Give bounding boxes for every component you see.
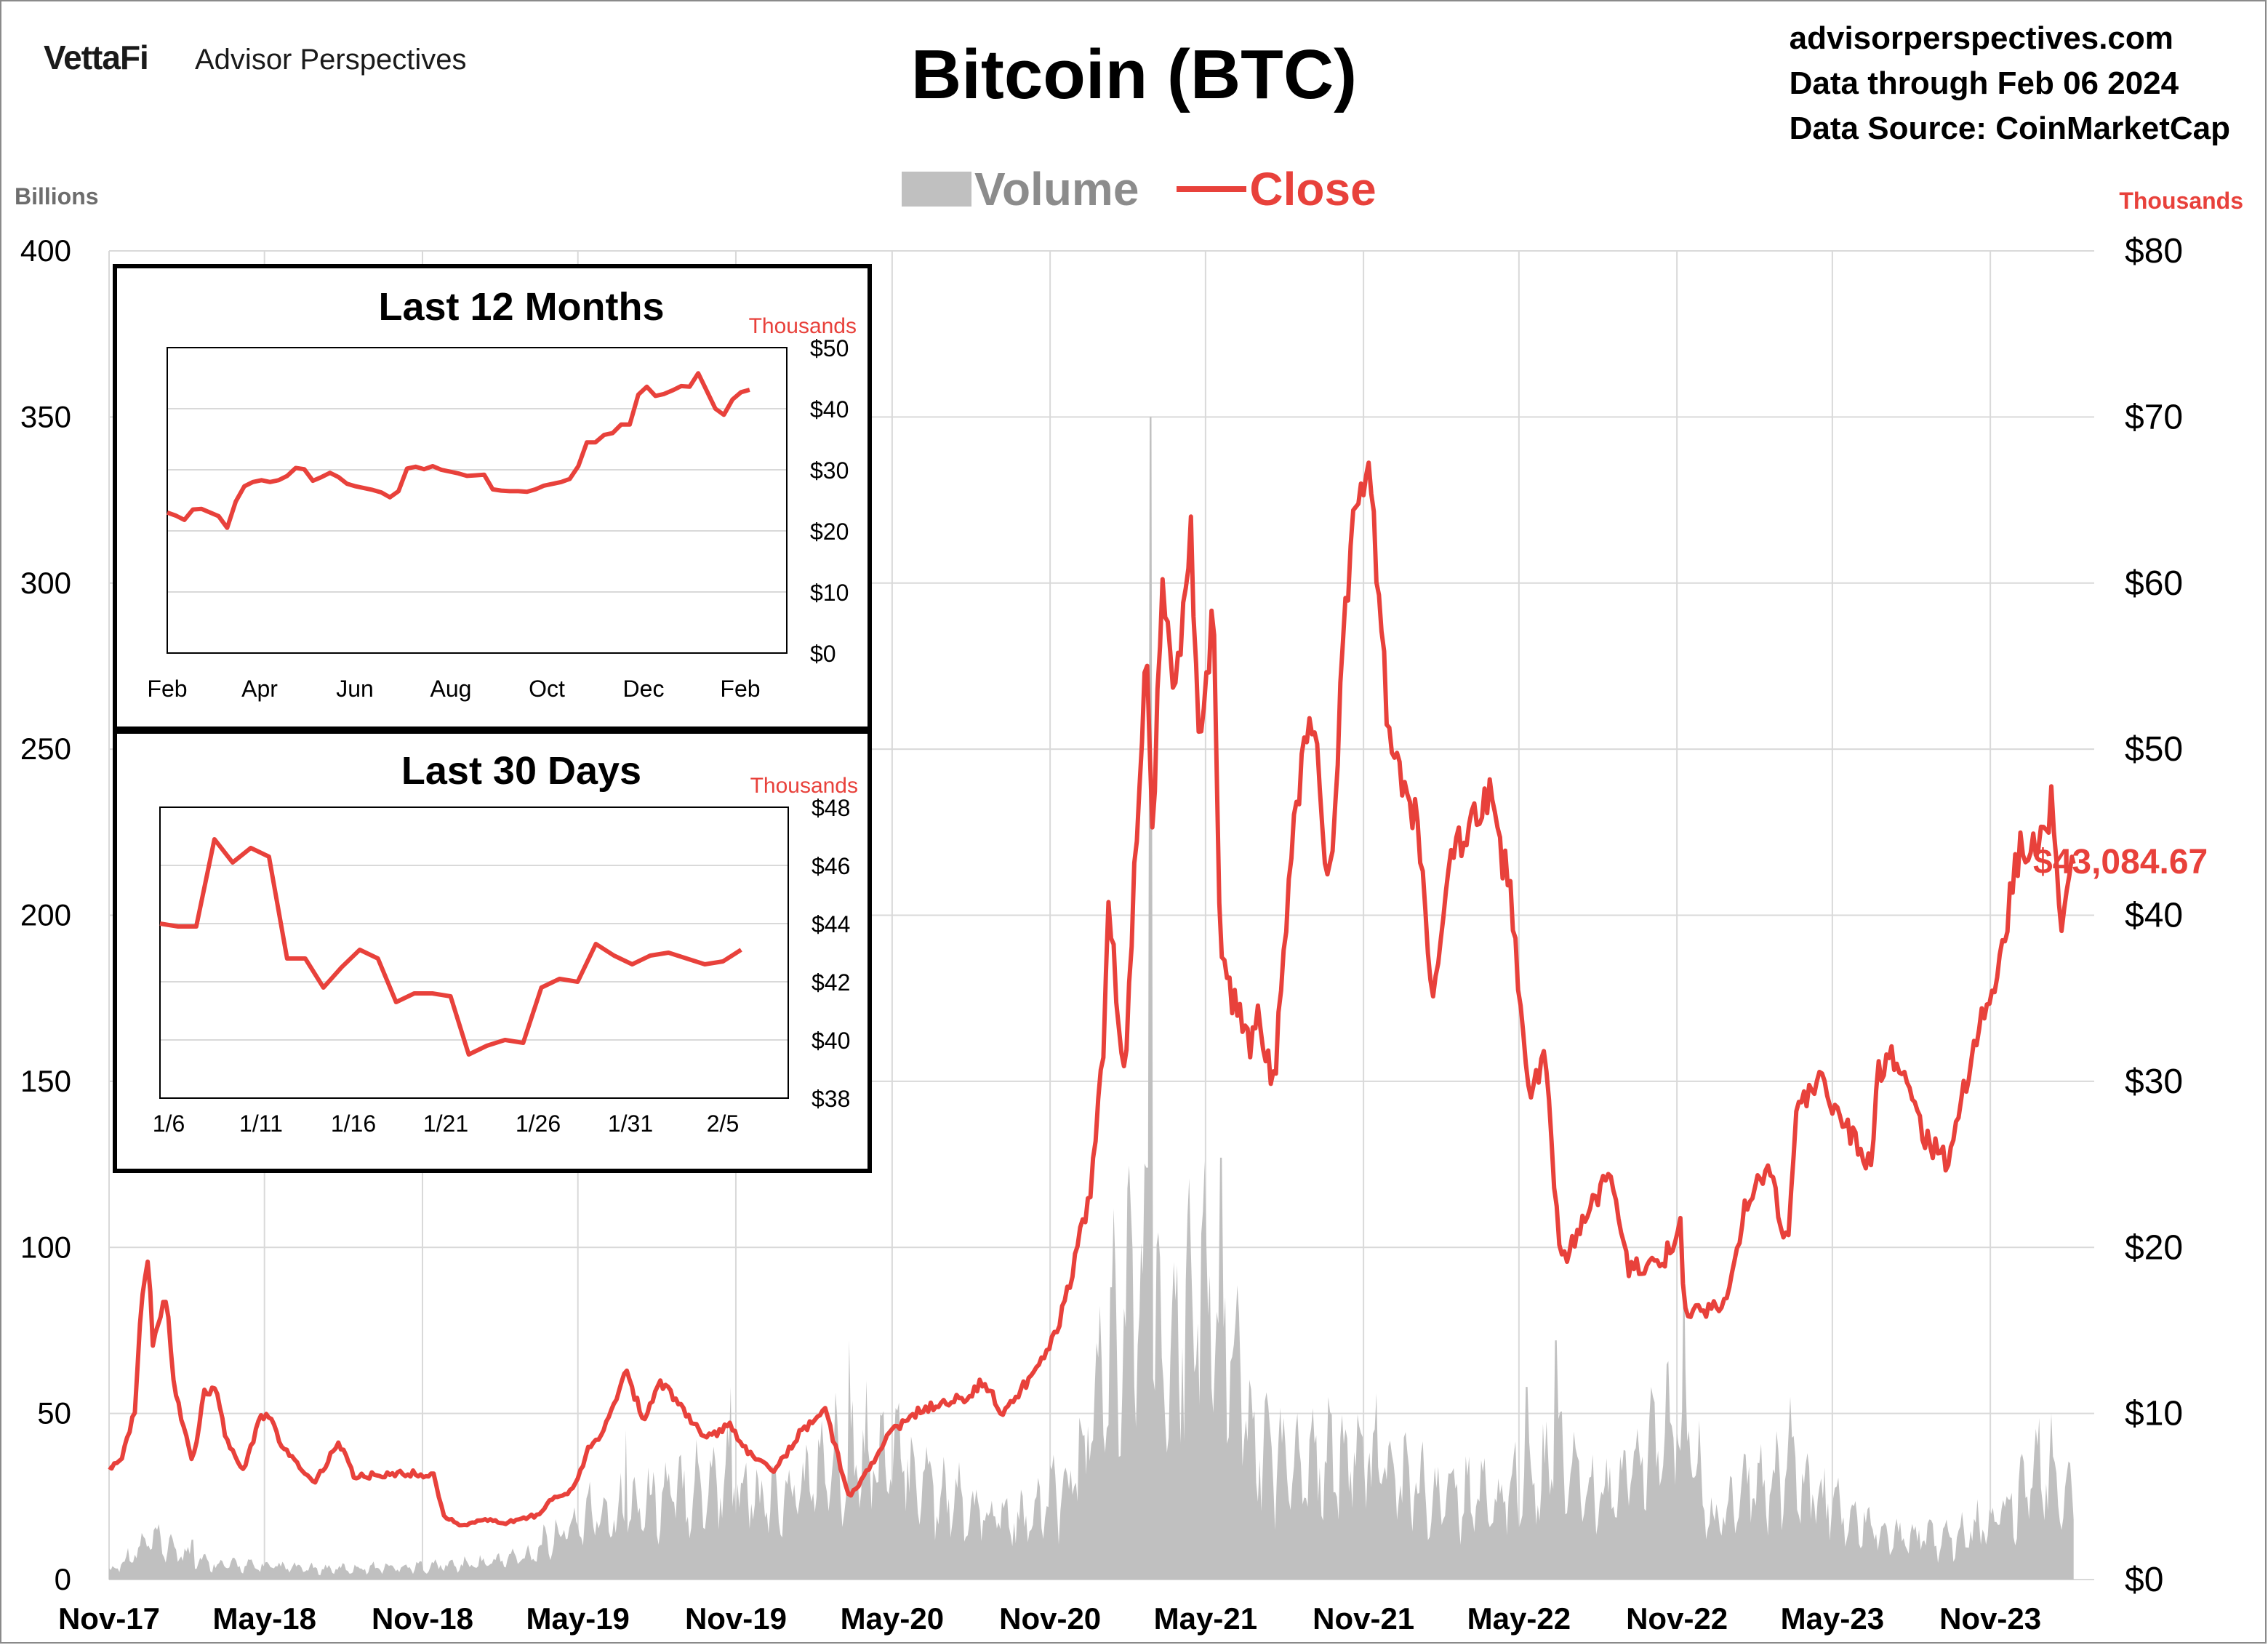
- x-axis-tick: May-21: [1154, 1601, 1257, 1636]
- inset-12m-y-tick: $10: [810, 580, 849, 606]
- left-axis-tick: 200: [20, 898, 71, 932]
- right-axis-unit: Thousands: [2119, 188, 2243, 214]
- chart-title: Bitcoin (BTC): [910, 36, 1358, 113]
- close-legend-swatch: [1177, 186, 1247, 192]
- volume-legend-label: Volume: [974, 163, 1139, 215]
- x-axis-tick: May-23: [1781, 1601, 1884, 1636]
- x-axis-tick: Nov-17: [58, 1601, 160, 1636]
- inset-12m-title: Last 12 Months: [378, 285, 664, 329]
- x-axis-tick: May-22: [1467, 1601, 1571, 1636]
- inset-30d-x-tick: 1/6: [153, 1110, 185, 1137]
- right-axis-tick: $30: [2125, 1062, 2183, 1101]
- right-axis-tick: $60: [2125, 564, 2183, 603]
- inset-30d-x-tick: 1/31: [608, 1110, 653, 1137]
- inset-12m-x-tick: Jun: [336, 676, 374, 702]
- right-axis-tick: $50: [2125, 730, 2183, 769]
- right-axis-tick: $80: [2125, 232, 2183, 271]
- inset-30d-y-tick: $38: [812, 1086, 850, 1112]
- inset-12m-y-tick: $20: [810, 519, 849, 545]
- brand-name: Advisor Perspectives: [195, 44, 467, 76]
- inset-12m-x-tick: Apr: [241, 676, 278, 702]
- left-axis-unit: Billions: [15, 183, 99, 209]
- inset-12m-y-tick: $40: [810, 396, 849, 423]
- close-legend-label: Close: [1249, 163, 1377, 215]
- left-axis-tick: 400: [20, 233, 71, 268]
- inset-12m-x-tick: Oct: [529, 676, 565, 702]
- last-close-label: $43,084.67: [2033, 843, 2208, 881]
- close-line: [108, 460, 2076, 1528]
- inset-12m-plot-border: [167, 347, 788, 654]
- inset-12m-x-tick: Dec: [623, 676, 665, 702]
- x-axis-tick: May-18: [213, 1601, 316, 1636]
- inset-12m-x-tick: Aug: [430, 676, 472, 702]
- source-line-provider: Data Source: CoinMarketCap: [1789, 111, 2230, 146]
- vettafi-logo: VettaFi: [44, 39, 149, 76]
- x-axis-tick: May-20: [841, 1601, 944, 1636]
- left-axis-tick: 0: [55, 1562, 71, 1596]
- x-axis-tick: Nov-23: [1939, 1601, 2041, 1636]
- x-axis-tick: Nov-18: [372, 1601, 473, 1636]
- inset-30d-x-tick: 2/5: [707, 1110, 739, 1137]
- inset-30d-y-tick: $44: [812, 911, 850, 937]
- right-axis-tick: $20: [2125, 1228, 2183, 1267]
- left-axis-tick: 250: [20, 732, 71, 766]
- left-axis-tick: 100: [20, 1230, 71, 1264]
- inset-30d-x-tick: 1/21: [423, 1110, 468, 1137]
- left-axis-tick: 150: [20, 1064, 71, 1098]
- legend: Volume Close: [902, 160, 1377, 218]
- inset-30d-title: Last 30 Days: [401, 749, 641, 793]
- inset-12m-y-tick: $30: [810, 457, 849, 484]
- inset-30d-plot-border: [159, 807, 789, 1099]
- left-axis-tick: 350: [20, 399, 71, 433]
- right-axis-tick: $0: [2125, 1561, 2163, 1599]
- source-line-site: advisorperspectives.com: [1789, 20, 2173, 56]
- inset-12m-y-tick: $50: [810, 335, 849, 361]
- inset-30d-x-tick: 1/11: [239, 1110, 283, 1137]
- inset-30d-y-tick: $48: [812, 795, 850, 821]
- left-axis-tick: 50: [37, 1396, 71, 1430]
- x-axis-tick: Nov-22: [1626, 1601, 1728, 1636]
- right-axis-tick: $40: [2125, 897, 2183, 935]
- inset-30d-x-tick: 1/26: [516, 1110, 561, 1137]
- left-axis-tick: 300: [20, 566, 71, 600]
- inset-12m-close-line: [166, 371, 750, 530]
- x-axis-tick: Nov-19: [685, 1601, 787, 1636]
- inset-30d-y-tick: $40: [812, 1028, 850, 1054]
- inset-12m-x-tick: Feb: [720, 676, 760, 702]
- inset-30d-y-tick: $46: [812, 853, 850, 879]
- inset-12m-box: [113, 264, 872, 731]
- inset-30d-y-tick: $42: [812, 969, 850, 996]
- volume-legend-swatch: [902, 172, 971, 207]
- inset-30d-unit: Thousands: [750, 774, 858, 798]
- x-axis-tick: Nov-21: [1313, 1601, 1414, 1636]
- x-axis-tick: May-19: [526, 1601, 630, 1636]
- right-axis-tick: $70: [2125, 398, 2183, 436]
- inset-30d-x-tick: 1/16: [331, 1110, 376, 1137]
- inset-12m-x-tick: Feb: [147, 676, 187, 702]
- inset-12m-y-tick: $0: [810, 641, 836, 667]
- inset-12m-unit: Thousands: [749, 314, 857, 338]
- inset-30d-close-line: [159, 837, 742, 1057]
- right-axis-tick: $10: [2125, 1395, 2183, 1433]
- source-line-date: Data through Feb 06 2024: [1789, 65, 2179, 101]
- x-axis-tick: Nov-20: [999, 1601, 1101, 1636]
- source-block: advisorperspectives.com Data through Feb…: [1790, 16, 2230, 151]
